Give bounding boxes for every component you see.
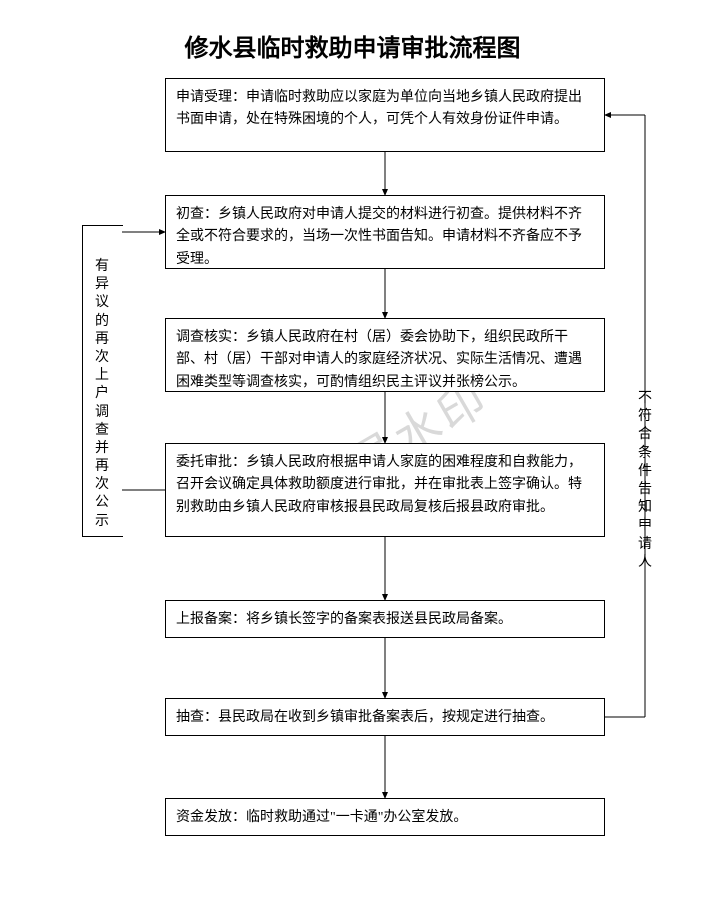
step-approve: 委托审批：乡镇人民政府根据申请人家庭的困难程度和自救能力，召开会议确定具体救助额… [165, 443, 605, 537]
step-initial-review: 初查：乡镇人民政府对申请人提交的材料进行初查。提供材料不齐全或不符合要求的，当场… [165, 195, 605, 269]
step-spotcheck: 抽查：县民政局在收到乡镇审批备案表后，按规定进行抽查。 [165, 698, 605, 736]
step-report: 上报备案：将乡镇长签字的备案表报送县民政局备案。 [165, 600, 605, 638]
step-disburse: 资金发放：临时救助通过"一卡通"办公室发放。 [165, 798, 605, 836]
page-title: 修水县临时救助申请审批流程图 [0, 28, 705, 63]
step-apply: 申请受理：申请临时救助应以家庭为单位向当地乡镇人民政府提出书面申请，处在特殊困境… [165, 78, 605, 152]
right-side-label: 不符合条件告知申请人 [637, 390, 653, 572]
flowchart-container: 非会员水印 修水县临时救助申请审批流程图 申请受理：申请临时救助应以家庭为单位向… [0, 0, 705, 904]
left-side-label: 有异议的再次上户调查并再次公示 [94, 258, 110, 531]
step-investigate: 调查核实：乡镇人民政府在村（居）委会协助下，组织民政所干部、村（居）干部对申请人… [165, 318, 605, 392]
